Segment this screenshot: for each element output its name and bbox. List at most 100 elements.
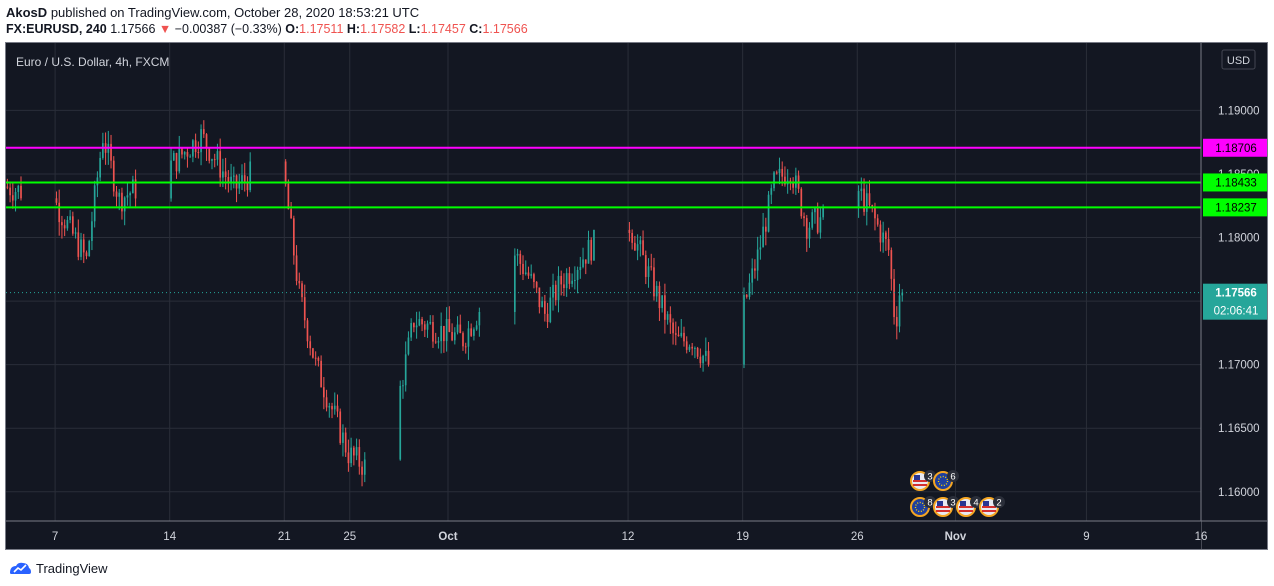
candle-body-down: [292, 218, 295, 256]
candle-body-up: [363, 459, 366, 475]
open-label: O:: [285, 22, 300, 36]
candle-body-up: [524, 272, 527, 275]
candle-body-down: [290, 209, 292, 219]
currency-label: USD: [1227, 55, 1250, 67]
candle-body-down: [784, 176, 786, 185]
flag-stripe: [959, 510, 973, 512]
candle-body-up: [541, 301, 543, 308]
candle-body-down: [208, 148, 211, 161]
symbol-info: FX:EURUSD, 240 1.17566 ▼ −0.00387 (−0.33…: [6, 22, 528, 36]
candle-body-up: [513, 255, 516, 312]
candle-body-up: [399, 385, 402, 460]
candle-body-up: [407, 337, 410, 355]
candle-body-up: [702, 355, 704, 364]
candle-body-down: [347, 452, 350, 464]
candle-body-down: [887, 238, 890, 251]
time-axis-labels: 7 14 21 25 Oct 12 19 26 Nov 9 16: [52, 531, 1207, 543]
candle-body-up: [778, 168, 781, 173]
candle-body-down: [186, 152, 189, 157]
candle-body-down: [764, 226, 767, 232]
candle-body-down: [522, 263, 524, 275]
event-marker-eu[interactable]: 6: [933, 470, 959, 491]
horizontal-line-price-tag: [1203, 173, 1267, 192]
candle-body-up: [574, 279, 576, 281]
event-count: 3: [927, 472, 932, 483]
event-marker-us[interactable]: 2: [979, 496, 1005, 517]
candle-body-down: [243, 175, 246, 182]
event-marker-eu[interactable]: 8: [910, 496, 936, 517]
flag-stripe: [913, 484, 927, 486]
time-tick-label: 16: [1195, 531, 1208, 543]
currency-button[interactable]: [1221, 49, 1256, 70]
candle-body-up: [516, 253, 519, 256]
candle-body-up: [770, 188, 773, 195]
candle-body-down: [677, 334, 680, 337]
event-marker-us[interactable]: 4: [956, 496, 982, 517]
candle-body-down: [227, 177, 230, 183]
candle-body-down: [284, 161, 287, 184]
candle-body-up: [172, 153, 175, 161]
candle-body-up: [751, 268, 754, 283]
time-tick-label: 14: [163, 531, 176, 543]
candle-body-down: [775, 172, 778, 174]
candle-body-up: [93, 185, 96, 222]
candle-body-up: [636, 244, 639, 251]
candle-body-up: [126, 195, 129, 198]
candle-body-down: [535, 281, 538, 288]
candle-body-down: [194, 140, 197, 153]
event-count: 6: [950, 472, 955, 483]
candle-body-up: [811, 212, 814, 228]
economic-events[interactable]: 3 6 8 3 4 2: [910, 470, 1005, 517]
candle-body-up: [565, 273, 568, 289]
candle-body-up: [132, 179, 134, 194]
candle-body-down: [533, 274, 535, 282]
candle-body-down: [358, 447, 361, 467]
candle-body-up: [655, 285, 658, 297]
candle-body-down: [459, 324, 462, 334]
event-marker-us[interactable]: 3: [933, 496, 959, 517]
tradingview-logo-icon: [10, 562, 31, 574]
candle-body-up: [759, 247, 762, 250]
event-marker-us[interactable]: 3: [910, 470, 936, 491]
candle-body-up: [216, 151, 219, 160]
candle-body-down: [339, 411, 342, 443]
time-axis-bg[interactable]: [6, 521, 1201, 550]
high-label: H:: [346, 22, 361, 36]
candle-body-up: [552, 284, 554, 298]
horizontal-lines[interactable]: [6, 146, 1201, 294]
time-tick-label: Nov: [945, 531, 967, 543]
candle-body-down: [134, 179, 137, 199]
candle-body-down: [314, 357, 317, 359]
event-count: 8: [927, 498, 932, 509]
candle-body-up: [440, 325, 443, 342]
candle-body-up: [666, 314, 669, 320]
candle-body-down: [224, 171, 227, 178]
candle-body-down: [175, 153, 178, 172]
event-count-badge: [947, 470, 959, 482]
flag-canton: [960, 501, 966, 506]
candle-body-down: [6, 186, 9, 188]
event-count-badge: [924, 470, 936, 482]
author-name[interactable]: AkosD: [6, 5, 48, 20]
candle-body-down: [868, 193, 871, 206]
candle-body-up: [222, 171, 224, 178]
brand-name: TradingView: [36, 560, 108, 576]
candle-body-down: [560, 275, 563, 285]
flag-stripe: [982, 510, 996, 512]
countdown-label: 02:06:41: [1214, 306, 1259, 318]
candle-body-down: [805, 218, 808, 239]
tradingview-brand[interactable]: TradingView: [8, 558, 108, 578]
candle-body-down: [879, 224, 882, 243]
candle-body-up: [91, 221, 93, 242]
candle-body-up: [576, 269, 579, 280]
candle-body-down: [325, 397, 328, 408]
candle-body-down: [464, 346, 467, 348]
candle-body-up: [688, 346, 691, 350]
candle-body-down: [219, 151, 222, 178]
horizontal-line-price-label: 1.18237: [1215, 202, 1257, 214]
candle-body-down: [448, 319, 451, 332]
candle-body-down: [317, 357, 320, 361]
candle-body-down: [306, 320, 309, 342]
